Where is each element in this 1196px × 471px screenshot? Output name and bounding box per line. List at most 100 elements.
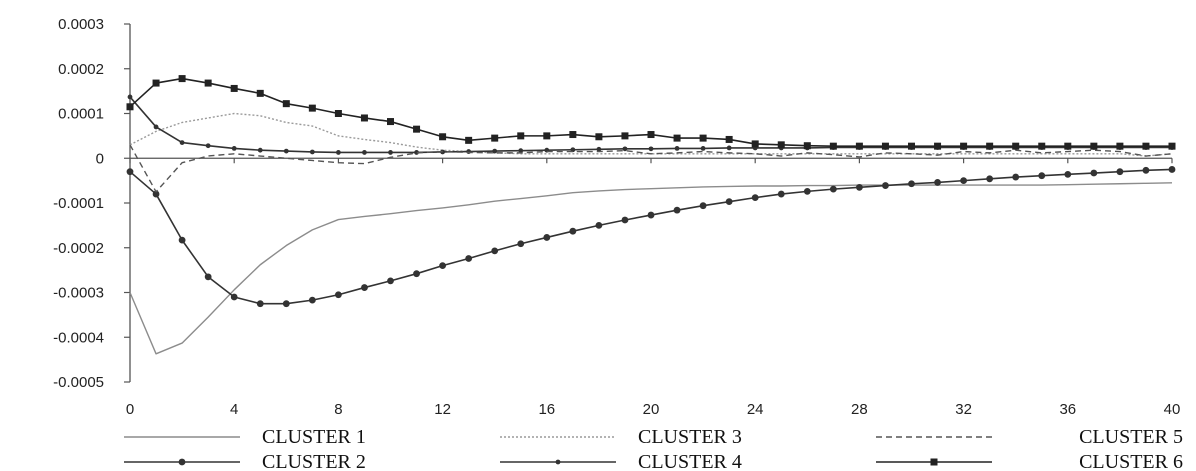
x-tick-label: 8	[334, 401, 342, 418]
series-layer	[126, 75, 1176, 355]
cluster-6-point	[751, 140, 759, 148]
cluster-2-point	[204, 273, 212, 281]
cluster-2-point	[986, 175, 994, 183]
cluster-2-point	[934, 179, 941, 186]
legend-item-cluster-6: CLUSTER 6	[876, 451, 1183, 471]
cluster-2-point	[1116, 168, 1124, 176]
cluster-2-point	[1168, 166, 1176, 173]
cluster-6-point	[517, 132, 525, 140]
cluster-2-point	[439, 262, 446, 270]
cluster-6-point	[673, 134, 681, 142]
cluster-2-point	[803, 187, 811, 195]
cluster-6-point	[334, 110, 342, 117]
cluster-2-point	[387, 277, 394, 285]
y-tick-label: 0.0003	[58, 16, 104, 33]
x-tick-label: 16	[538, 401, 555, 418]
cluster-6-point	[543, 132, 551, 140]
cluster-6-point	[1064, 142, 1072, 150]
legend-item-cluster-5: CLUSTER 5	[876, 426, 1183, 448]
cluster-6-point	[1090, 142, 1098, 150]
legend-item-cluster-1: CLUSTER 1	[124, 426, 366, 448]
cluster-2-point	[335, 291, 342, 299]
y-tick-label: -0.0002	[53, 240, 104, 257]
cluster-6-point	[803, 142, 811, 150]
cluster-6-point	[725, 135, 733, 143]
cluster-6-point	[986, 142, 994, 150]
cluster-2-point	[361, 284, 368, 291]
cluster-6-point	[699, 134, 707, 142]
cluster-4-point	[257, 147, 263, 153]
cluster-6-point	[439, 133, 447, 141]
cluster-6-point	[1142, 142, 1150, 150]
legend-cluster-2-point	[178, 458, 186, 466]
cluster-2-point	[308, 296, 316, 304]
x-tick-label: 12	[434, 401, 451, 418]
cluster-6-point	[1038, 142, 1046, 150]
cluster-4-point	[336, 150, 341, 155]
cluster-4-point	[518, 148, 524, 154]
cluster-4-point	[700, 146, 706, 151]
cluster-2-point	[621, 216, 629, 224]
x-tick-label: 36	[1059, 401, 1076, 418]
cluster-4-point	[283, 148, 289, 154]
cluster-6-point	[960, 142, 968, 150]
y-tick-label: -0.0004	[53, 329, 104, 346]
y-tick-label: -0.0003	[53, 285, 104, 302]
cluster-6-point	[230, 84, 238, 92]
cluster-4-point	[414, 150, 419, 155]
cluster-6-point	[647, 131, 655, 139]
y-axis-ticks	[124, 23, 130, 383]
cluster-6-point	[777, 141, 785, 149]
cluster-2-point	[465, 255, 473, 262]
y-tick-label: 0.0001	[58, 106, 104, 123]
cluster-2-point	[230, 293, 238, 301]
cluster-6-point	[204, 79, 212, 87]
cluster-6-point	[908, 142, 915, 150]
legend-label-cluster-3: CLUSTER 3	[638, 426, 742, 448]
cluster-6-point	[178, 75, 186, 83]
cluster-4-point	[153, 124, 159, 130]
legend-cluster-4-point	[555, 459, 561, 465]
legend-item-cluster-4: CLUSTER 4	[500, 451, 742, 471]
cluster-2-point	[569, 227, 577, 235]
cluster-6-point	[126, 103, 134, 111]
cluster-2-point	[1064, 170, 1072, 178]
cluster-6-point	[595, 133, 603, 141]
cluster-1-series	[129, 182, 1173, 355]
cluster-4-point	[231, 146, 237, 151]
cluster-2-point	[282, 300, 290, 308]
legend-label-cluster-1: CLUSTER 1	[262, 426, 366, 448]
cluster-4-point	[388, 150, 393, 155]
cluster-6-point	[308, 104, 316, 112]
y-tick-label: 0	[96, 150, 104, 167]
cluster-4-point	[492, 148, 498, 154]
cluster-2-point	[1038, 172, 1046, 180]
legend-label-cluster-4: CLUSTER 4	[638, 451, 742, 471]
cluster-6-point	[881, 142, 889, 150]
y-axis-tick-labels: 0.0003 0.0002 0.0001 0 -0.0001 -0.0002 -0.0003…	[53, 16, 104, 391]
x-axis-tick-labels: 0 4 8 12 16 20 24 28 32 36 40	[126, 401, 1181, 418]
cluster-6-point	[152, 79, 160, 87]
y-tick-label: 0.0002	[58, 61, 104, 78]
cluster-6-point	[360, 114, 368, 122]
x-tick-label: 24	[747, 401, 764, 418]
cluster-2-point	[647, 211, 655, 219]
legend-label-cluster-2: CLUSTER 2	[262, 451, 366, 471]
cluster-2-point	[829, 185, 837, 193]
cluster-4-point	[674, 146, 680, 151]
x-tick-label: 40	[1164, 401, 1181, 418]
cluster-2-point	[543, 234, 551, 241]
cluster-2-point	[517, 240, 525, 248]
cluster-4-point	[179, 140, 185, 145]
cluster-2-point	[178, 236, 186, 244]
x-tick-label: 32	[955, 401, 972, 418]
cluster-2-point	[413, 270, 420, 278]
cluster-6-point	[256, 89, 264, 97]
cluster-2-line	[129, 168, 1173, 305]
cluster-2-point	[777, 190, 785, 198]
cluster-2-point	[673, 206, 681, 214]
cluster-6-point	[491, 134, 499, 142]
cluster-6-point	[829, 142, 837, 150]
cluster-2-series	[126, 166, 1176, 308]
